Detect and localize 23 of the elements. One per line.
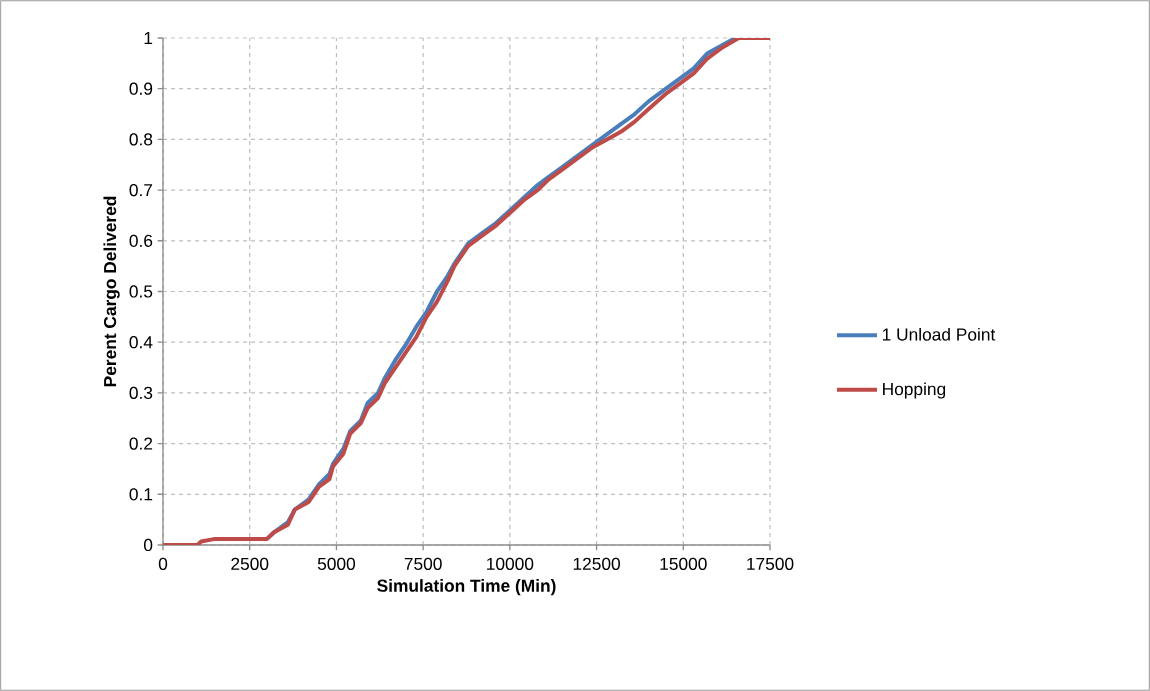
x-axis-title: Simulation Time (Min) bbox=[377, 579, 556, 596]
legend-label: Hopping bbox=[883, 382, 946, 399]
x-tick-label: 12500 bbox=[573, 557, 620, 570]
x-tick-label: 0 bbox=[158, 557, 168, 570]
y-axis-title: Perent Cargo Delivered bbox=[103, 196, 120, 387]
x-tick-label: 10000 bbox=[487, 557, 534, 570]
x-tick-label: 7500 bbox=[404, 557, 442, 570]
y-tick-label: 0.9 bbox=[129, 82, 153, 95]
y-tick-label: 0.7 bbox=[129, 183, 153, 197]
y-tick-label: 0.3 bbox=[129, 386, 153, 400]
y-tick-label: 0.1 bbox=[129, 488, 153, 501]
y-tick-label: 1 bbox=[144, 32, 153, 44]
x-tick-label: 2500 bbox=[231, 557, 269, 570]
legend-label: 1 Unload Point bbox=[882, 327, 996, 341]
y-tick-label: 0.6 bbox=[129, 234, 153, 247]
y-tick-label: 0.5 bbox=[129, 285, 153, 298]
y-tick-label: 0.8 bbox=[129, 133, 153, 146]
y-tick-label: 0 bbox=[143, 538, 153, 552]
x-tick-label: 5000 bbox=[317, 557, 356, 570]
y-tick-label: 0.2 bbox=[129, 437, 153, 450]
y-tick-label: 0.4 bbox=[129, 336, 153, 349]
x-tick-label: 17500 bbox=[747, 557, 794, 570]
x-tick-label: 15000 bbox=[660, 557, 707, 570]
